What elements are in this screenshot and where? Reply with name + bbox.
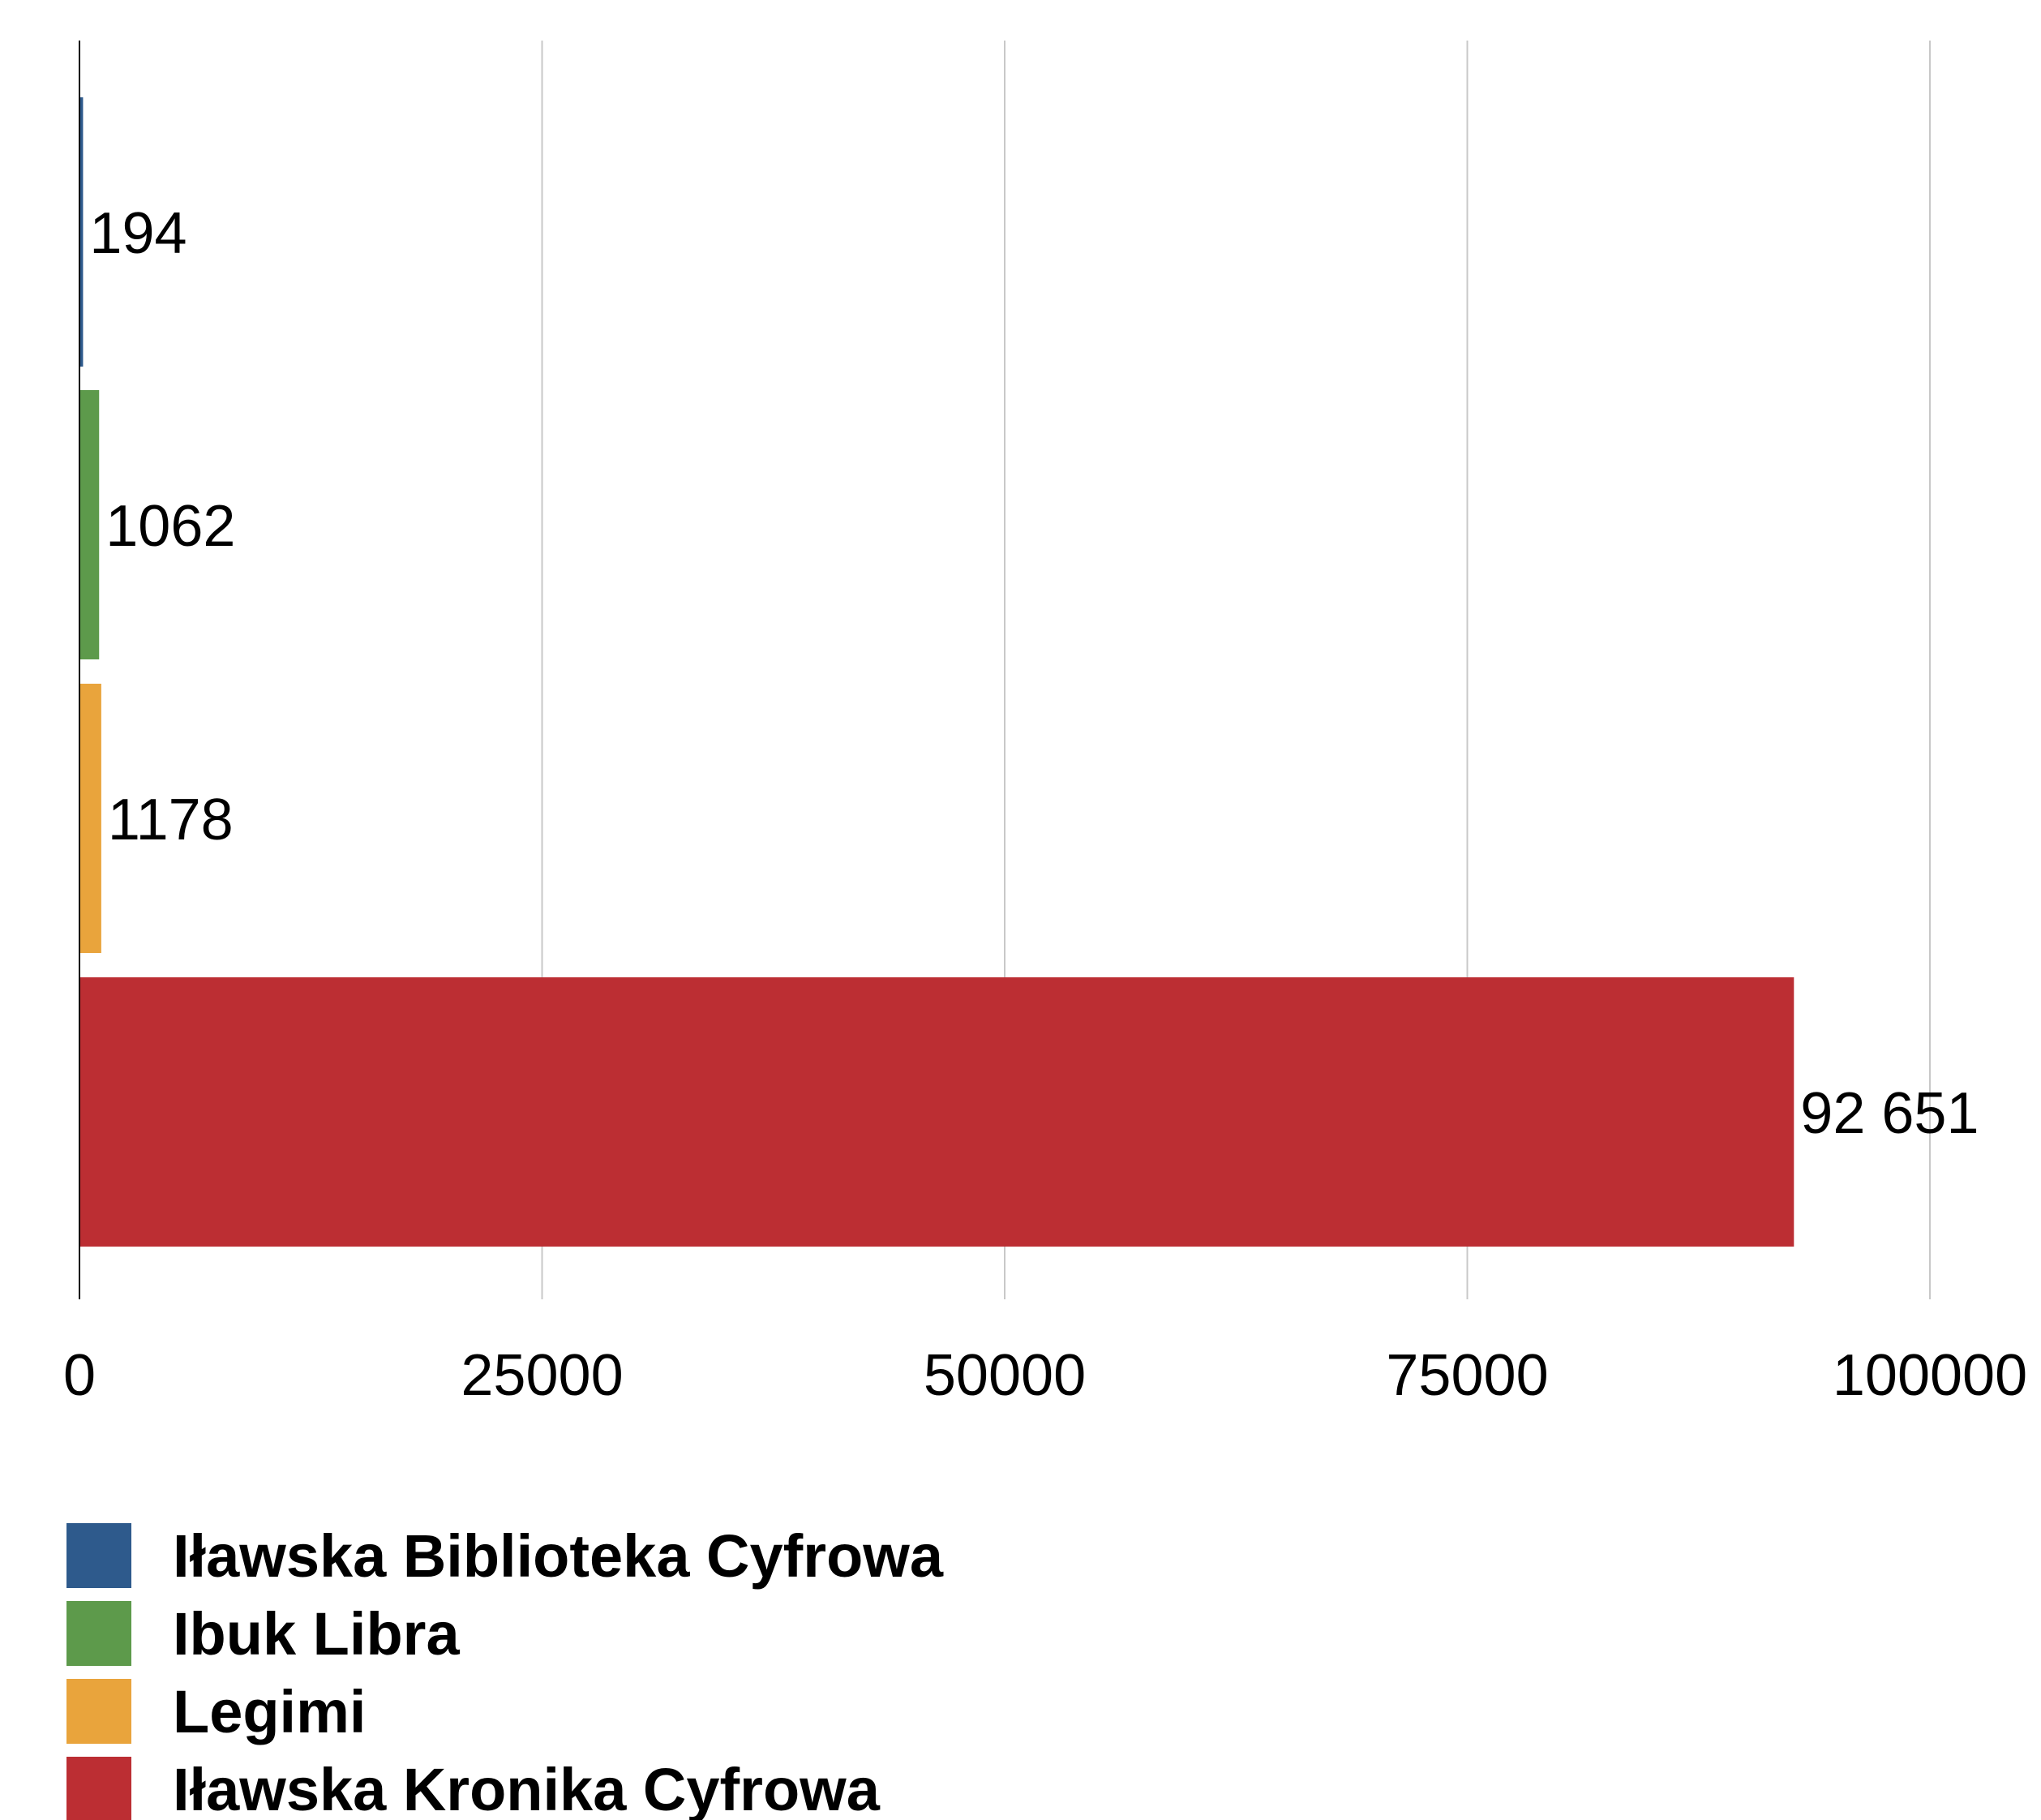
data-labels: 194 1062 1178 92 651 xyxy=(89,201,1979,1146)
bars xyxy=(79,97,1794,1247)
data-label-0: 194 xyxy=(89,201,187,266)
legend-swatch-2 xyxy=(66,1679,131,1744)
data-label-1: 1062 xyxy=(105,494,235,559)
bar-3 xyxy=(79,977,1794,1247)
x-tick-label-3: 75000 xyxy=(1386,1343,1548,1408)
x-tick-label-2: 50000 xyxy=(924,1343,1086,1408)
legend-swatch-1 xyxy=(66,1601,131,1666)
bar-1 xyxy=(79,390,100,659)
x-tick-label-1: 25000 xyxy=(461,1343,623,1408)
legend-label-2: Legimi xyxy=(173,1678,366,1745)
x-tick-label-4: 100000 xyxy=(1833,1343,2027,1408)
legend-label-3: Iławska Kronika Cyfrowa xyxy=(173,1756,881,1820)
legend-label-1: Ibuk Libra xyxy=(173,1600,460,1668)
legend: Iławska Biblioteka Cyfrowa Ibuk Libra Legi… xyxy=(66,1522,944,1820)
legend-swatch-3 xyxy=(66,1757,131,1820)
data-label-3: 92 651 xyxy=(1800,1081,1979,1146)
data-label-2: 1178 xyxy=(108,788,234,852)
legend-label-0: Iławska Biblioteka Cyfrowa xyxy=(173,1522,944,1590)
bar-2 xyxy=(79,684,101,953)
legend-swatch-0 xyxy=(66,1523,131,1588)
x-tick-label-0: 0 xyxy=(63,1343,96,1408)
x-tick-labels: 0 25000 50000 75000 100000 xyxy=(63,1343,2027,1408)
bar-0 xyxy=(79,97,84,367)
